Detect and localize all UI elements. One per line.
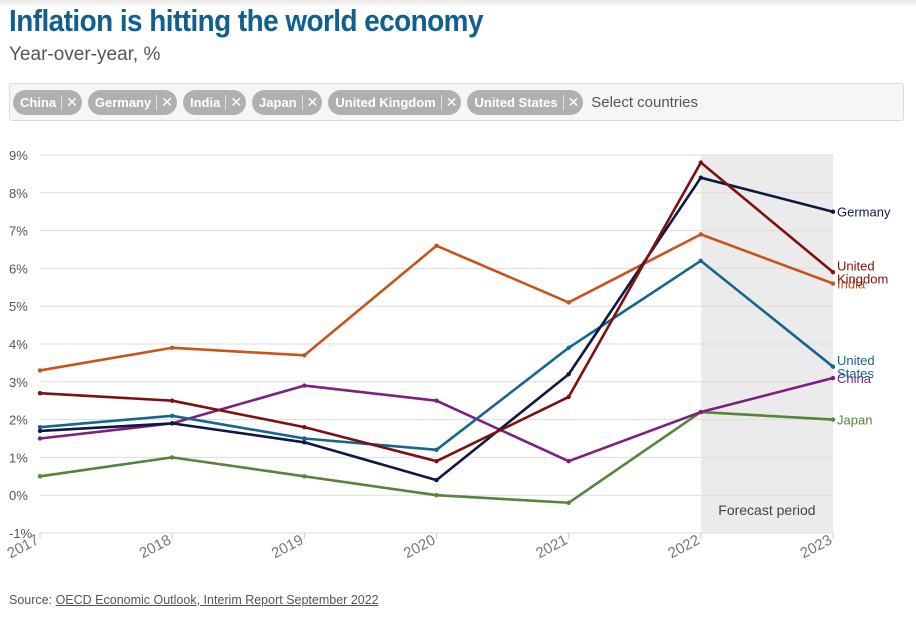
chip-china[interactable]: China ✕	[13, 89, 82, 115]
country-selector[interactable]: China ✕ Germany ✕ India ✕ Japan ✕ United…	[9, 83, 904, 121]
x-tick-label: 2023	[797, 532, 834, 563]
data-point-germany	[698, 175, 704, 180]
data-point-india	[698, 232, 704, 237]
data-point-japan	[37, 474, 43, 479]
data-point-india	[169, 345, 175, 350]
remove-united-kingdom-icon[interactable]: ✕	[445, 94, 458, 110]
page-title: Inflation is hitting the world economy	[9, 3, 483, 38]
remove-united-states-icon[interactable]: ✕	[567, 94, 580, 110]
data-point-germany	[169, 421, 175, 426]
series-label-china: China	[837, 371, 872, 386]
remove-india-icon[interactable]: ✕	[230, 94, 243, 110]
data-point-china	[698, 409, 704, 415]
data-point-germany	[434, 477, 439, 483]
y-tick-label: 9%	[9, 148, 28, 163]
forecast-label: Forecast period	[718, 502, 815, 518]
series-label-united-kingdom: United	[837, 259, 875, 274]
data-point-japan	[169, 455, 175, 460]
y-tick-label: 1%	[9, 450, 28, 465]
y-tick-label: 0%	[9, 488, 28, 503]
chip-united-kingdom[interactable]: United Kingdom ✕	[328, 89, 462, 115]
data-point-united-kingdom	[566, 394, 571, 400]
data-point-united-states	[302, 436, 307, 441]
source-note: Source: OECD Economic Outlook, Interim R…	[9, 593, 379, 607]
chip-label: India	[190, 94, 227, 110]
data-point-india	[37, 368, 43, 373]
data-point-india	[302, 353, 307, 358]
data-point-united-kingdom	[434, 458, 439, 464]
y-tick-label: -1%	[9, 526, 33, 541]
series-label-japan: Japan	[837, 413, 872, 428]
data-point-united-states	[434, 447, 439, 453]
data-point-india	[434, 243, 439, 248]
top-shade	[0, 0, 916, 8]
y-tick-label: 7%	[9, 224, 28, 239]
series-label-germany: Germany	[837, 205, 891, 220]
remove-japan-icon[interactable]: ✕	[306, 94, 319, 110]
data-point-united-kingdom	[698, 160, 704, 165]
remove-germany-icon[interactable]: ✕	[161, 94, 173, 110]
data-point-united-kingdom	[169, 398, 175, 403]
chip-label: Germany	[95, 94, 158, 110]
data-point-japan	[434, 493, 439, 498]
data-point-united-states	[566, 345, 571, 350]
data-point-china	[434, 398, 439, 403]
chip-label: United States	[474, 94, 564, 110]
country-search-input[interactable]	[591, 93, 792, 111]
data-point-germany	[830, 209, 836, 214]
y-tick-label: 5%	[9, 299, 28, 314]
source-link[interactable]: OECD Economic Outlook, Interim Report Se…	[55, 593, 379, 607]
data-point-india	[566, 300, 571, 305]
data-point-germany	[302, 440, 307, 445]
page-subtitle: Year-over-year, %	[9, 44, 161, 65]
chip-label: Japan	[259, 94, 303, 110]
data-point-united-kingdom	[37, 390, 43, 396]
series-label-india: India	[837, 277, 866, 292]
chip-united-states[interactable]: United States ✕	[467, 89, 584, 115]
series-label-united-kingdom: Kingdom	[837, 272, 888, 287]
chip-label: China	[20, 94, 63, 110]
source-prefix: Source:	[9, 593, 56, 607]
data-point-india	[830, 281, 836, 286]
data-point-china	[830, 375, 836, 381]
y-tick-label: 8%	[9, 186, 28, 201]
data-point-united-states	[698, 258, 704, 264]
data-point-united-kingdom	[830, 269, 836, 275]
y-tick-label: 4%	[9, 337, 28, 352]
data-point-united-states	[169, 413, 175, 419]
x-tick-label: 2020	[401, 532, 438, 563]
data-point-germany	[37, 428, 43, 434]
data-point-united-kingdom	[302, 424, 307, 430]
x-tick-label: 2019	[269, 532, 306, 563]
x-tick-label: 2018	[137, 532, 174, 563]
chip-japan[interactable]: Japan ✕	[252, 89, 323, 115]
chip-label: United Kingdom	[335, 94, 442, 110]
x-tick-label: 2021	[533, 532, 570, 563]
data-point-united-states	[37, 424, 43, 430]
x-tick-label: 2022	[665, 532, 702, 563]
data-point-china	[37, 436, 43, 441]
series-label-united-states: States	[837, 366, 874, 381]
y-tick-label: 3%	[9, 375, 28, 390]
chip-india[interactable]: India ✕	[182, 89, 247, 115]
data-point-china	[302, 383, 307, 388]
y-tick-label: 6%	[9, 261, 28, 276]
chip-germany[interactable]: Germany ✕	[87, 89, 177, 115]
data-point-germany	[566, 372, 571, 377]
data-point-japan	[302, 474, 307, 479]
y-tick-label: 2%	[9, 413, 28, 428]
data-point-united-states	[830, 364, 836, 369]
data-point-japan	[830, 417, 836, 422]
data-point-japan	[566, 500, 571, 505]
data-point-china	[566, 458, 571, 464]
series-label-united-states: United	[837, 353, 875, 368]
remove-china-icon[interactable]: ✕	[66, 94, 78, 110]
